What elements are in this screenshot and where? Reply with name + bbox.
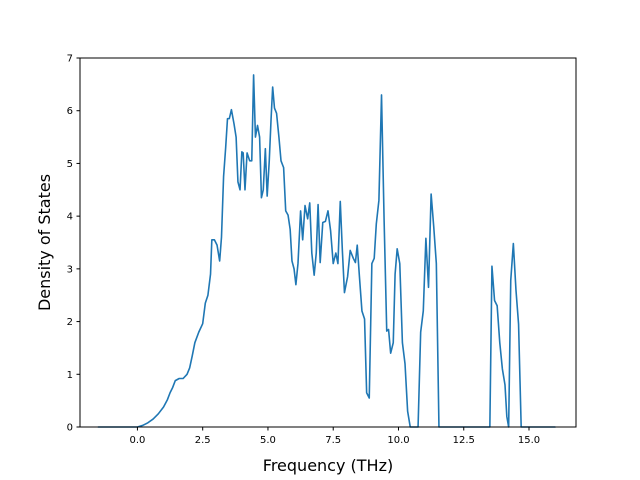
y-tick-label: 7 (67, 54, 73, 65)
x-axis: 0.0 2.5 5.0 7.5 10.0 12.5 15.0 (129, 427, 540, 446)
axes-frame (79, 57, 577, 428)
dos-series-line (97, 74, 556, 428)
y-tick-label: 4 (67, 212, 73, 223)
x-tick-label: 15.0 (518, 435, 540, 446)
x-tick-label: 2.5 (195, 435, 211, 446)
x-axis-label: Frequency (THz) (263, 456, 393, 475)
y-tick-label: 3 (67, 264, 73, 275)
x-tick-label: 5.0 (260, 435, 276, 446)
y-tick-label: 1 (67, 370, 73, 381)
y-axis-label: Density of States (35, 174, 54, 311)
x-tick-label: 7.5 (325, 435, 341, 446)
x-tick-label: 0.0 (129, 435, 145, 446)
y-axis: 0 1 2 3 4 5 6 7 (67, 54, 80, 434)
y-tick-label: 2 (67, 317, 73, 328)
plot-area (97, 74, 556, 428)
x-tick-label: 12.5 (453, 435, 475, 446)
y-tick-label: 5 (67, 159, 73, 170)
y-tick-label: 0 (67, 423, 73, 434)
y-tick-label: 6 (67, 106, 73, 117)
x-tick-label: 10.0 (387, 435, 409, 446)
